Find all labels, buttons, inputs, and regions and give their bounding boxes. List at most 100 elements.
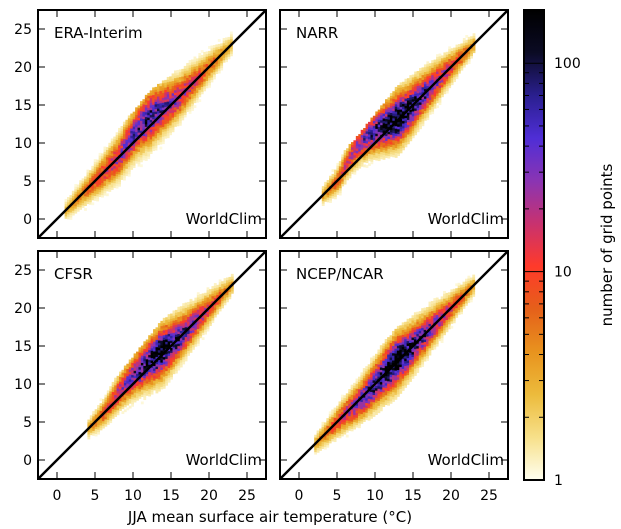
- density-cell: [399, 148, 403, 151]
- density-cell: [191, 346, 195, 350]
- density-cell: [120, 157, 124, 161]
- density-cell: [165, 363, 169, 367]
- density-cell: [94, 421, 98, 425]
- density-cell: [118, 181, 121, 185]
- density-cell: [104, 397, 108, 400]
- density-cell: [114, 392, 117, 396]
- density-cell: [377, 366, 381, 370]
- density-cell: [384, 341, 388, 345]
- density-cell: [155, 390, 159, 394]
- density-cell: [389, 342, 393, 346]
- density-cell: [384, 392, 388, 396]
- density-cell: [399, 87, 403, 91]
- density-cell: [191, 108, 194, 111]
- density-cell: [418, 325, 422, 329]
- density-cell: [387, 141, 391, 144]
- density-cell: [464, 288, 468, 292]
- density-cell: [384, 399, 388, 403]
- density-cell: [406, 126, 410, 130]
- density-cell: [135, 143, 138, 147]
- density-cell: [109, 386, 113, 390]
- density-cell: [174, 89, 177, 93]
- density-cell: [413, 360, 417, 364]
- density-cell: [229, 53, 233, 57]
- density-cell: [155, 334, 159, 338]
- density-cell: [413, 353, 417, 357]
- density-cell: [457, 53, 461, 57]
- density-cell: [380, 115, 383, 118]
- density-cell: [321, 200, 325, 204]
- density-cell: [462, 288, 466, 292]
- density-cell: [139, 113, 143, 117]
- density-cell: [200, 84, 204, 87]
- density-cell: [198, 91, 202, 95]
- density-cell: [76, 201, 80, 205]
- density-cell: [67, 216, 70, 220]
- density-cell: [450, 299, 454, 302]
- density-cell: [215, 63, 219, 67]
- density-cell: [118, 147, 121, 151]
- density-cell: [218, 298, 222, 302]
- density-cell: [377, 390, 381, 394]
- density-cell: [401, 349, 405, 352]
- density-cell: [385, 106, 388, 110]
- density-cell: [328, 430, 332, 434]
- density-cell: [94, 416, 98, 420]
- density-cell: [411, 77, 415, 80]
- density-cell: [399, 96, 403, 100]
- density-cell: [462, 40, 466, 44]
- density-cell: [115, 139, 119, 143]
- density-cell: [362, 399, 366, 403]
- density-cell: [195, 68, 199, 71]
- density-cell: [167, 365, 171, 369]
- density-cell: [355, 140, 359, 144]
- density-cell: [440, 94, 444, 98]
- density-cell: [430, 315, 434, 319]
- density-cell: [174, 87, 177, 91]
- density-cell: [188, 91, 192, 95]
- density-cell: [431, 103, 435, 107]
- density-cell: [406, 104, 410, 108]
- density-cell: [155, 356, 159, 360]
- density-cell: [341, 164, 345, 167]
- density-cell: [384, 385, 388, 389]
- density-cell: [421, 77, 425, 80]
- density-cell: [121, 381, 125, 385]
- density-cell: [116, 395, 120, 399]
- density-cell: [423, 113, 427, 116]
- density-cell: [170, 352, 173, 356]
- density-cell: [120, 135, 124, 139]
- density-cell: [404, 360, 408, 364]
- density-cell: [149, 134, 153, 137]
- density-cell: [464, 285, 468, 289]
- density-cell: [121, 398, 125, 402]
- density-cell: [447, 316, 451, 320]
- density-cell: [409, 89, 413, 93]
- density-cell: [126, 373, 130, 377]
- density-cell: [357, 413, 361, 416]
- density-cell: [212, 54, 216, 58]
- density-cell: [186, 92, 190, 95]
- density-cell: [88, 172, 92, 176]
- density-cell: [138, 388, 142, 392]
- density-cell: [448, 60, 452, 64]
- density-cell: [179, 362, 183, 366]
- density-cell: [380, 117, 383, 121]
- density-cell: [133, 372, 137, 376]
- density-cell: [228, 281, 232, 285]
- density-cell: [167, 357, 171, 361]
- density-cell: [382, 154, 386, 158]
- density-cell: [450, 77, 454, 81]
- density-cell: [372, 123, 376, 126]
- density-cell: [440, 332, 444, 336]
- density-cell: [394, 396, 398, 400]
- density-cell: [401, 334, 405, 338]
- density-cell: [145, 346, 149, 350]
- density-cell: [174, 346, 178, 350]
- density-cell: [144, 155, 148, 159]
- density-cell: [165, 331, 169, 335]
- density-cell: [139, 130, 143, 134]
- density-cell: [392, 142, 396, 146]
- density-cell: [182, 322, 186, 326]
- density-cell: [164, 104, 168, 108]
